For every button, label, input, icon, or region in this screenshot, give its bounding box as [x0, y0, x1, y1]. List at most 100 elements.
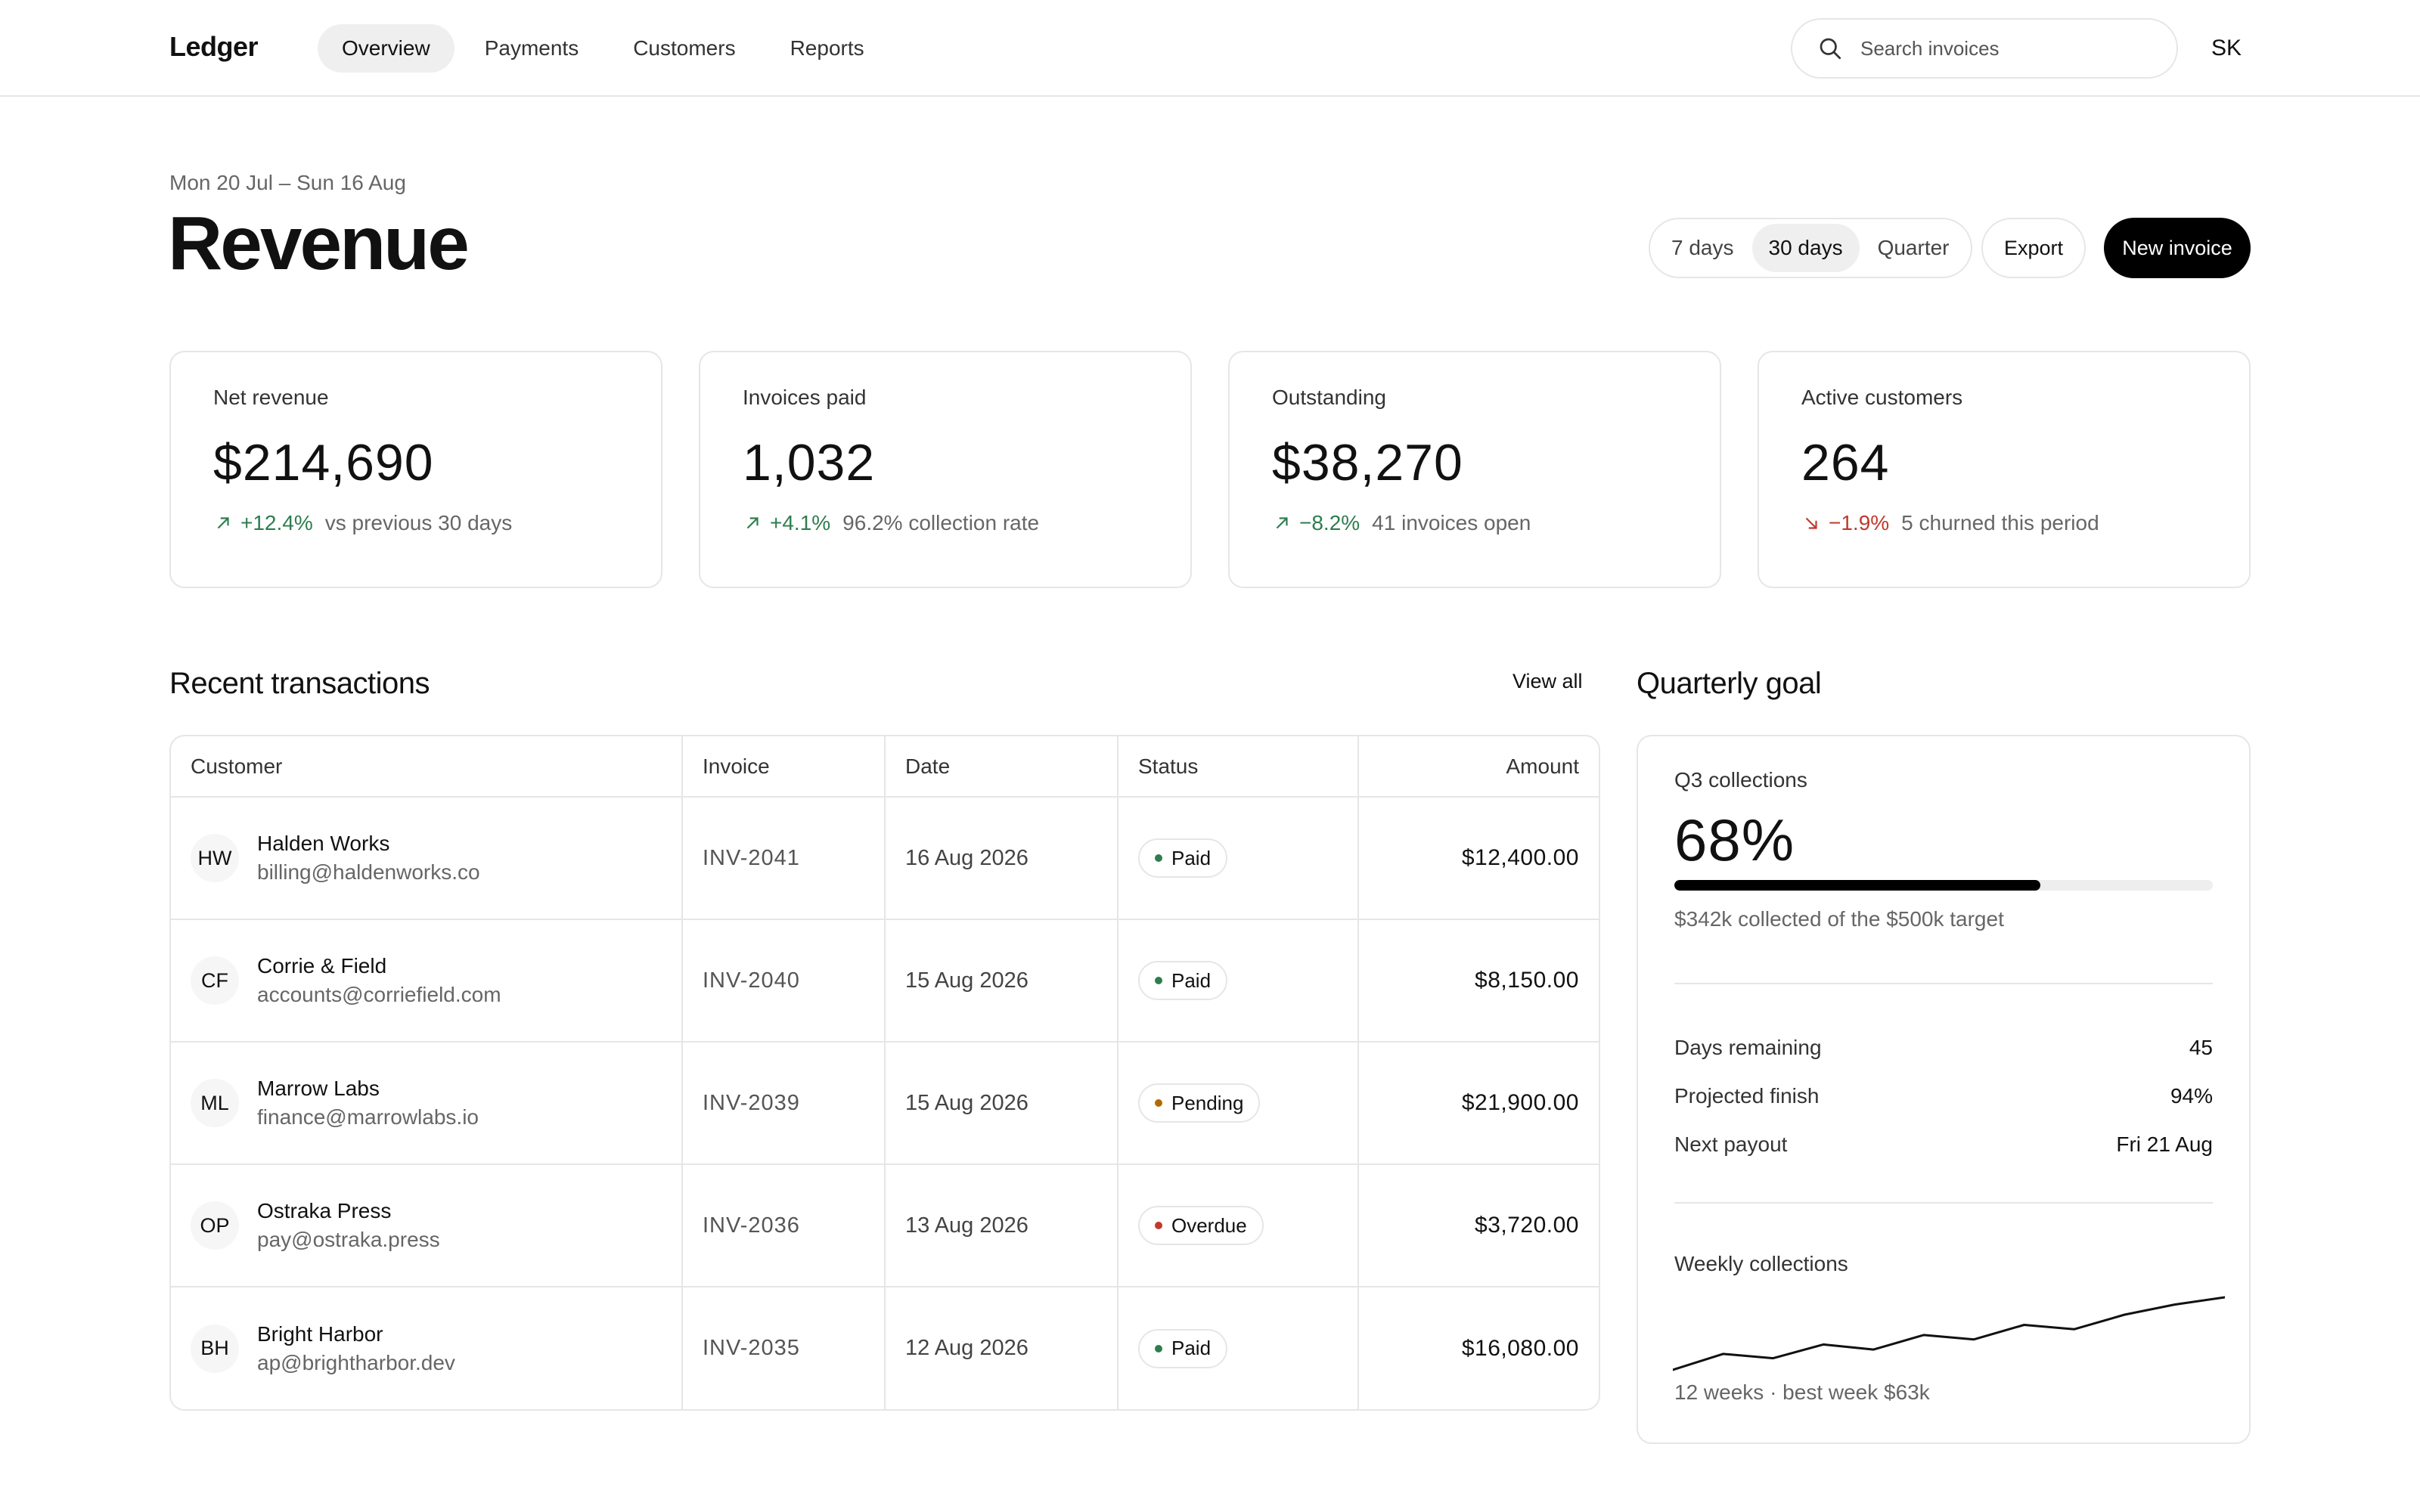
customer-cell: ML Marrow Labs finance@marrowlabs.io: [191, 1074, 662, 1132]
customer-email: finance@marrowlabs.io: [257, 1105, 479, 1129]
arrow-up-right-icon: [217, 517, 229, 529]
stat-value: 94%: [2170, 1084, 2213, 1108]
status-dot: [1155, 1222, 1162, 1229]
top-bar: Ledger Overview Payments Customers Repor…: [0, 0, 2420, 97]
goal-note: $342k collected of the $500k target: [1674, 907, 2004, 931]
nav-tab-overview[interactable]: Overview: [318, 24, 455, 73]
column-header-customer[interactable]: Customer: [171, 736, 683, 798]
invoice-number: INV-2039: [682, 1042, 886, 1165]
arrow-down-right-icon: [1805, 517, 1817, 529]
customer-cell: CF Corrie & Field accounts@corriefield.c…: [191, 952, 662, 1009]
invoice-date: 15 Aug 2026: [885, 1042, 1118, 1165]
stat-label: Projected finish: [1674, 1084, 1820, 1108]
stat-value: Fri 21 Aug: [2116, 1132, 2213, 1156]
kpi-delta-note: 5 churned this period: [1901, 511, 2099, 534]
table-row[interactable]: HW Halden Works billing@haldenworks.co I…: [171, 797, 1599, 920]
range-quarter[interactable]: Quarter: [1877, 236, 1950, 259]
invoice-date: 16 Aug 2026: [885, 797, 1118, 920]
status-label: Pending: [1171, 1091, 1244, 1114]
arrow-up-right-icon: [1276, 517, 1288, 529]
invoice-amount: $3,720.00: [1358, 1164, 1599, 1287]
customer-cell: BH Bright Harbor ap@brightharbor.dev: [191, 1320, 662, 1377]
stat-label: Next payout: [1674, 1132, 1788, 1156]
customer-avatar: ML: [191, 1079, 239, 1127]
kpi-delta-percent: +4.1%: [770, 511, 831, 534]
kpi-delta-percent: −8.2%: [1299, 511, 1360, 534]
new-invoice-button[interactable]: New invoice: [2104, 218, 2251, 278]
export-button[interactable]: Export: [1981, 218, 2086, 278]
invoice-amount: $21,900.00: [1358, 1042, 1599, 1165]
kpi-card-net-revenue: Net revenue $214,690 +12.4% vs previous …: [169, 351, 662, 588]
customer-name: Bright Harbor: [257, 1321, 383, 1346]
user-avatar[interactable]: SK: [2211, 36, 2242, 60]
kpi-card-invoices-paid: Invoices paid 1,032 +4.1% 96.2% collecti…: [699, 351, 1192, 588]
date-range: Mon 20 Jul – Sun 16 Aug: [169, 171, 406, 194]
status-label: Paid: [1171, 1337, 1212, 1359]
search-input[interactable]: [1860, 36, 2163, 60]
brand-logo[interactable]: Ledger: [169, 31, 259, 62]
invoice-date: 13 Aug 2026: [885, 1164, 1118, 1287]
status-label: Overdue: [1171, 1213, 1247, 1237]
arrow-up-right-icon: [746, 517, 759, 529]
nav-tab-customers[interactable]: Customers: [633, 36, 736, 60]
stat-next-payout: Next payout Fri 21 Aug: [1674, 1132, 2213, 1157]
page-title: Revenue: [168, 201, 470, 286]
transactions-table: Customer Invoice Date Status Amount HW H…: [169, 735, 1600, 1411]
column-header-invoice[interactable]: Invoice: [682, 736, 886, 798]
customer-email: pay@ostraka.press: [257, 1228, 440, 1251]
invoice-number: INV-2040: [682, 919, 886, 1043]
weekly-collections-sparkline: [1673, 1296, 2225, 1371]
customer-cell: HW Halden Works billing@haldenworks.co: [191, 829, 662, 887]
goal-value: 68%: [1674, 807, 1795, 873]
view-all-link[interactable]: View all: [1512, 670, 1583, 692]
status-badge: Paid: [1138, 838, 1228, 878]
status-badge: Pending: [1138, 1083, 1261, 1123]
customer-avatar: BH: [191, 1324, 239, 1373]
stat-days-remaining: Days remaining 45: [1674, 1036, 2213, 1060]
table-row[interactable]: BH Bright Harbor ap@brightharbor.dev INV…: [171, 1287, 1599, 1409]
kpi-delta: −8.2% 41 invoices open: [1272, 510, 1677, 537]
kpi-delta-note: 96.2% collection rate: [842, 511, 1040, 534]
invoice-number: INV-2041: [682, 797, 886, 920]
table-header-row: Customer Invoice Date Status Amount: [171, 736, 1599, 798]
nav-tab-payments[interactable]: Payments: [484, 36, 579, 60]
customer-name: Marrow Labs: [257, 1077, 380, 1100]
kpi-delta: +12.4% vs previous 30 days: [213, 510, 619, 537]
goal-progress-fill: [1674, 880, 2041, 891]
nav-tab-reports[interactable]: Reports: [790, 36, 864, 60]
kpi-value: $38,270: [1272, 434, 1463, 491]
status-label: Paid: [1171, 846, 1212, 869]
range-30-days[interactable]: 30 days: [1751, 224, 1860, 272]
sparkline-path: [1673, 1296, 2225, 1371]
goal-label: Q3 collections: [1674, 768, 1807, 792]
status-badge: Overdue: [1138, 1206, 1264, 1245]
table-row[interactable]: OP Ostraka Press pay@ostraka.press INV-2…: [171, 1164, 1599, 1287]
divider: [1674, 983, 2213, 984]
customer-avatar: HW: [191, 834, 239, 882]
kpi-delta-note: vs previous 30 days: [324, 511, 513, 534]
kpi-value: 264: [1801, 434, 1890, 491]
section-title-goal: Quarterly goal: [1637, 667, 1822, 700]
table-row[interactable]: CF Corrie & Field accounts@corriefield.c…: [171, 919, 1599, 1043]
column-header-amount[interactable]: Amount: [1358, 736, 1599, 798]
kpi-card-active-customers: Active customers 264 −1.9% 5 churned thi…: [1758, 351, 2251, 588]
invoice-date: 15 Aug 2026: [885, 919, 1118, 1043]
kpi-delta: +4.1% 96.2% collection rate: [743, 510, 1148, 537]
kpi-label: Outstanding: [1272, 386, 1386, 409]
section-title-transactions: Recent transactions: [169, 667, 430, 700]
kpi-delta-percent: +12.4%: [240, 511, 313, 534]
customer-email: billing@haldenworks.co: [257, 860, 480, 884]
search-icon: [1820, 38, 1841, 60]
main-nav: Overview Payments Customers Reports: [318, 24, 889, 73]
range-7-days[interactable]: 7 days: [1671, 236, 1734, 259]
table-row[interactable]: ML Marrow Labs finance@marrowlabs.io INV…: [171, 1042, 1599, 1165]
customer-email: ap@brightharbor.dev: [257, 1350, 455, 1374]
status-badge: Paid: [1138, 961, 1228, 1000]
column-header-status[interactable]: Status: [1118, 736, 1359, 798]
column-header-date[interactable]: Date: [885, 736, 1118, 798]
customer-avatar: OP: [191, 1201, 239, 1250]
stat-projected-finish: Projected finish 94%: [1674, 1084, 2213, 1108]
customer-avatar: CF: [191, 956, 239, 1005]
customer-name: Ostraka Press: [257, 1199, 392, 1222]
search-box[interactable]: [1791, 18, 2178, 79]
